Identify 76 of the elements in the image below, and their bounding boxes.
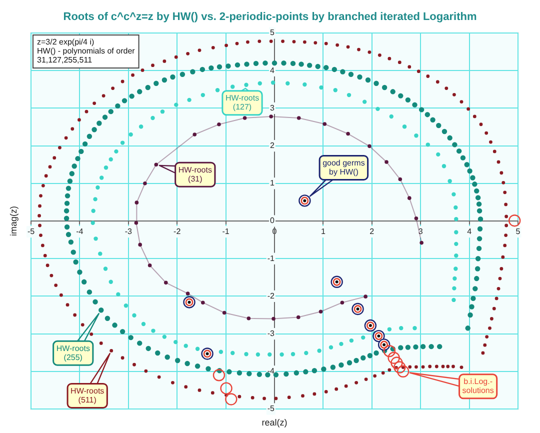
point [134,200,139,204]
x-tick-label: 2 [370,227,375,236]
point [186,292,190,296]
point [340,300,344,304]
point [212,369,226,382]
text: HW-roots (255) [56,344,90,362]
point [398,177,402,182]
point [378,338,390,351]
annotation: HW() - polynomials of order [37,46,136,56]
point [138,242,142,247]
point [225,393,238,406]
x-tick-label: -1 [222,227,230,236]
legend-label: HW-roots (31) [178,165,212,184]
point [330,276,343,288]
point [414,216,418,220]
y-tick-label: -3 [267,329,276,338]
annotation: z=3/2 exp(pi/4 i) [37,38,94,47]
point [217,122,221,126]
point [346,132,350,136]
point [394,361,406,374]
y-tick-label: 5 [270,28,276,38]
y-axis-title: imag(z) [8,206,18,236]
y-tick-label: -2 [267,291,276,300]
point [201,300,205,304]
point [272,316,276,321]
x-tick-label: 5 [516,227,521,236]
x-axis-title: real(z) [262,417,288,428]
x-tick-label: -2 [174,227,182,236]
point [390,356,403,369]
y-tick-label: -4 [267,366,276,376]
point [192,132,197,136]
y-tick-label: 0 [270,216,276,226]
y-tick-label: 3 [270,103,276,112]
chart-title: Roots of c^c^z=z by HW() vs. 2-periodic-points by branched iterated Logarithm [63,11,477,24]
point [134,220,138,225]
point [364,319,377,332]
annotation: 31,127,255,511 [37,56,93,65]
x-tick-label: -5 [27,227,36,236]
point [296,116,301,120]
point [222,310,226,315]
point [352,302,364,316]
text: b.i.Log.-solutions [462,377,494,396]
y-tick-label: -5 [267,404,276,414]
point [318,310,323,314]
point [269,114,273,118]
point [154,162,158,166]
point [322,122,327,126]
point [408,196,412,200]
point [242,116,247,120]
y-tick-label: 2 [270,141,276,150]
y-tick-label: 4 [270,66,276,75]
point [368,144,372,148]
point [384,160,388,164]
text: HW-roots (511) [70,386,104,404]
point [420,240,424,245]
y-tick-label: 1 [270,178,276,188]
x-tick-label: 3 [418,227,424,236]
point [508,214,521,227]
point [396,365,410,378]
series-label: HW-roots (127) [225,94,260,112]
point [246,316,251,320]
point [164,280,168,285]
x-tick-label: 1 [320,227,326,236]
x-tick-label: 4 [467,227,472,236]
x-tick-label: -3 [124,227,132,236]
x-tick-label: -4 [76,227,84,236]
point [143,182,147,186]
text: good germs by HW() [322,158,365,176]
point [364,294,368,298]
point [383,344,396,358]
point [296,315,300,320]
point [372,330,385,342]
point [388,352,400,364]
point [148,263,152,268]
y-tick-label: -1 [267,254,276,263]
point [220,382,232,394]
